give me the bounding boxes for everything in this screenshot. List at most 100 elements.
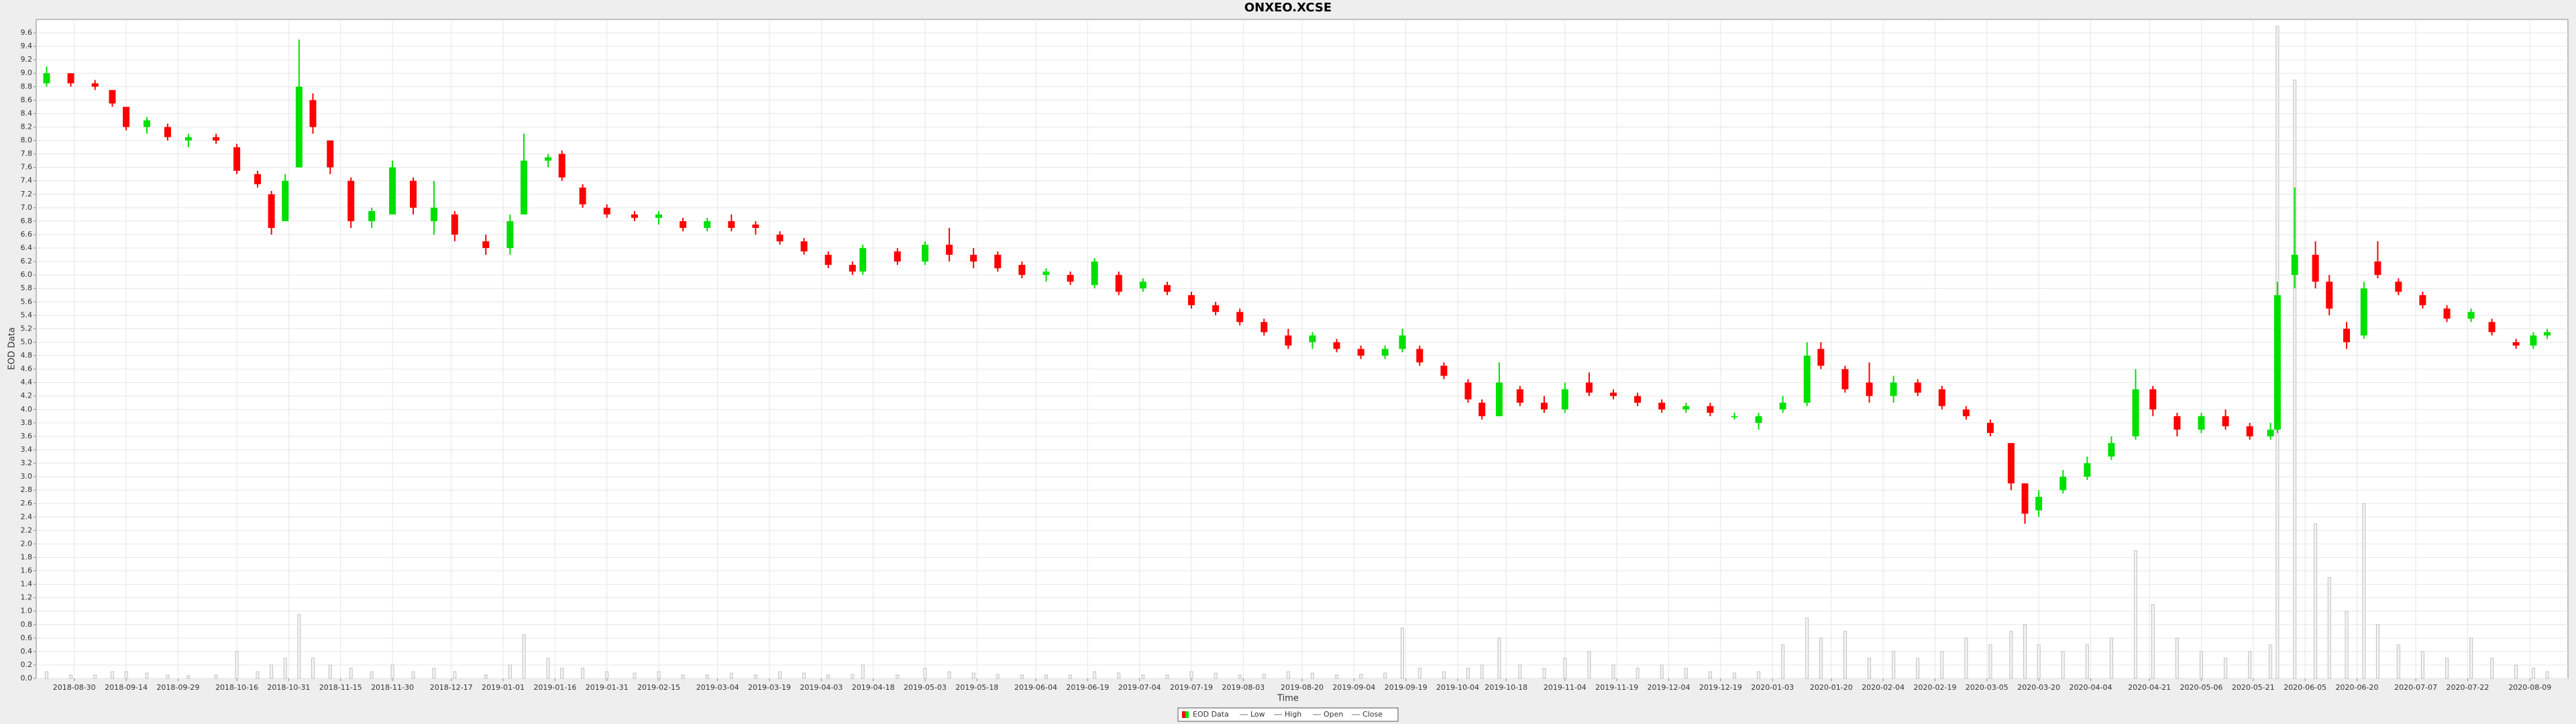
volume-bar	[923, 668, 927, 679]
volume-bar	[1401, 627, 1405, 679]
volume-bar	[971, 672, 975, 679]
candle-body	[2108, 442, 2115, 457]
y-tick-label: 1.8	[21, 552, 33, 561]
candle-body	[327, 140, 334, 168]
y-tick-label: 7.0	[21, 203, 33, 212]
candle-body	[1479, 402, 1486, 416]
volume-bar	[777, 671, 782, 679]
volume-bar	[1940, 651, 1944, 679]
x-tick-label: 2019-08-03	[1222, 683, 1265, 692]
y-tick-label: 7.8	[21, 149, 33, 158]
candle-body	[2343, 328, 2351, 343]
volume-bar	[1141, 674, 1145, 679]
volume-bar	[1383, 672, 1387, 679]
volume-bar	[311, 658, 315, 679]
candle-body	[482, 241, 490, 249]
x-tick-label: 2020-03-05	[1966, 683, 2008, 692]
volume-bar	[1310, 672, 1314, 679]
volume-bar	[2490, 658, 2494, 679]
candle-body	[946, 245, 953, 255]
y-tick-label: 4.8	[21, 351, 33, 360]
y-tick-label: 2.4	[21, 512, 33, 521]
candle-body	[282, 180, 289, 221]
x-tick-label: 2020-08-09	[2508, 683, 2551, 692]
candle-body	[1841, 369, 1849, 389]
x-tick-label: 2018-12-17	[430, 683, 473, 692]
candle-body	[1115, 275, 1122, 292]
candle-body	[43, 73, 50, 84]
volume-bar	[605, 671, 609, 679]
volume-bar	[2362, 503, 2366, 679]
y-tick-label: 7.6	[21, 163, 33, 172]
candle-body	[2419, 295, 2426, 306]
volume-bar	[546, 658, 550, 679]
candle-body	[2512, 342, 2520, 346]
x-tick-label: 2020-03-20	[2017, 683, 2060, 692]
volume-bar	[1684, 668, 1688, 679]
candle-body	[1357, 349, 1364, 356]
volume-bar	[1757, 671, 1761, 679]
y-tick-label: 6.2	[21, 257, 33, 265]
candle-body	[894, 251, 901, 262]
x-tick-label: 2019-06-19	[1066, 683, 1109, 692]
x-tick-label: 2019-05-03	[904, 683, 947, 692]
legend: EOD Data Low High Open Close	[1177, 707, 1399, 722]
candle-body	[704, 221, 711, 228]
x-tick-label: 2019-10-04	[1436, 683, 1479, 692]
volume-bar	[861, 664, 865, 679]
legend-box	[1177, 707, 1399, 722]
volume-bar	[508, 664, 512, 679]
volume-bar	[432, 668, 436, 679]
volume-bar	[235, 651, 239, 679]
candle-body	[1188, 295, 1195, 306]
candle-body	[1399, 335, 1406, 349]
candle-body	[2273, 295, 2281, 430]
volume-bar	[1916, 658, 1920, 679]
volume-bar	[1189, 671, 1193, 679]
x-tick-label: 2019-09-19	[1385, 683, 1428, 692]
candle-body	[368, 210, 376, 221]
candle-body	[213, 137, 220, 141]
y-tick-label: 8.8	[21, 82, 33, 90]
candle-body	[776, 234, 784, 242]
candle-body	[123, 107, 130, 127]
volume-bar	[2269, 644, 2273, 679]
y-tick-label: 1.6	[21, 566, 33, 575]
volume-bar	[1117, 672, 1121, 679]
x-tick-label: 2019-12-19	[1699, 683, 1742, 692]
candle-body	[268, 194, 275, 228]
candle-body	[2035, 497, 2043, 511]
volume-bar	[453, 671, 457, 679]
volume-bar	[1563, 658, 1567, 679]
volume-bar	[896, 674, 900, 679]
x-tick-label: 2019-04-18	[852, 683, 895, 692]
x-tick-label: 2019-03-19	[748, 683, 791, 692]
volume-bar	[1497, 638, 1501, 679]
candle-body	[1440, 365, 1448, 376]
volume-bar	[124, 671, 128, 679]
candle-body	[2246, 426, 2253, 436]
volume-bar	[2514, 664, 2518, 679]
y-tick-label: 0.2	[21, 660, 33, 669]
x-tick-label: 2020-05-21	[2232, 683, 2275, 692]
x-tick-label: 2020-07-22	[2447, 683, 2489, 692]
candle-body	[1707, 406, 1714, 413]
volume-bar	[947, 671, 951, 679]
candle-body	[849, 265, 856, 272]
volume-bar	[328, 664, 332, 679]
candle-body	[1658, 402, 1666, 410]
x-tick-label: 2018-09-14	[105, 683, 148, 692]
candle-body	[1212, 305, 1220, 312]
candle-body	[389, 167, 396, 215]
y-tick-label: 5.4	[21, 310, 33, 319]
volume-bar	[2175, 638, 2179, 679]
legend-label: High	[1285, 710, 1301, 719]
x-tick-label: 2019-11-19	[1595, 683, 1638, 692]
candle-body	[994, 255, 1002, 269]
legend-label: Close	[1362, 710, 1383, 719]
x-tick-label: 2019-11-04	[1544, 683, 1587, 692]
volume-bar	[2061, 651, 2065, 679]
y-tick-label: 6.6	[21, 230, 33, 239]
y-tick-label: 4.0	[21, 405, 33, 414]
volume-bar	[349, 668, 353, 679]
